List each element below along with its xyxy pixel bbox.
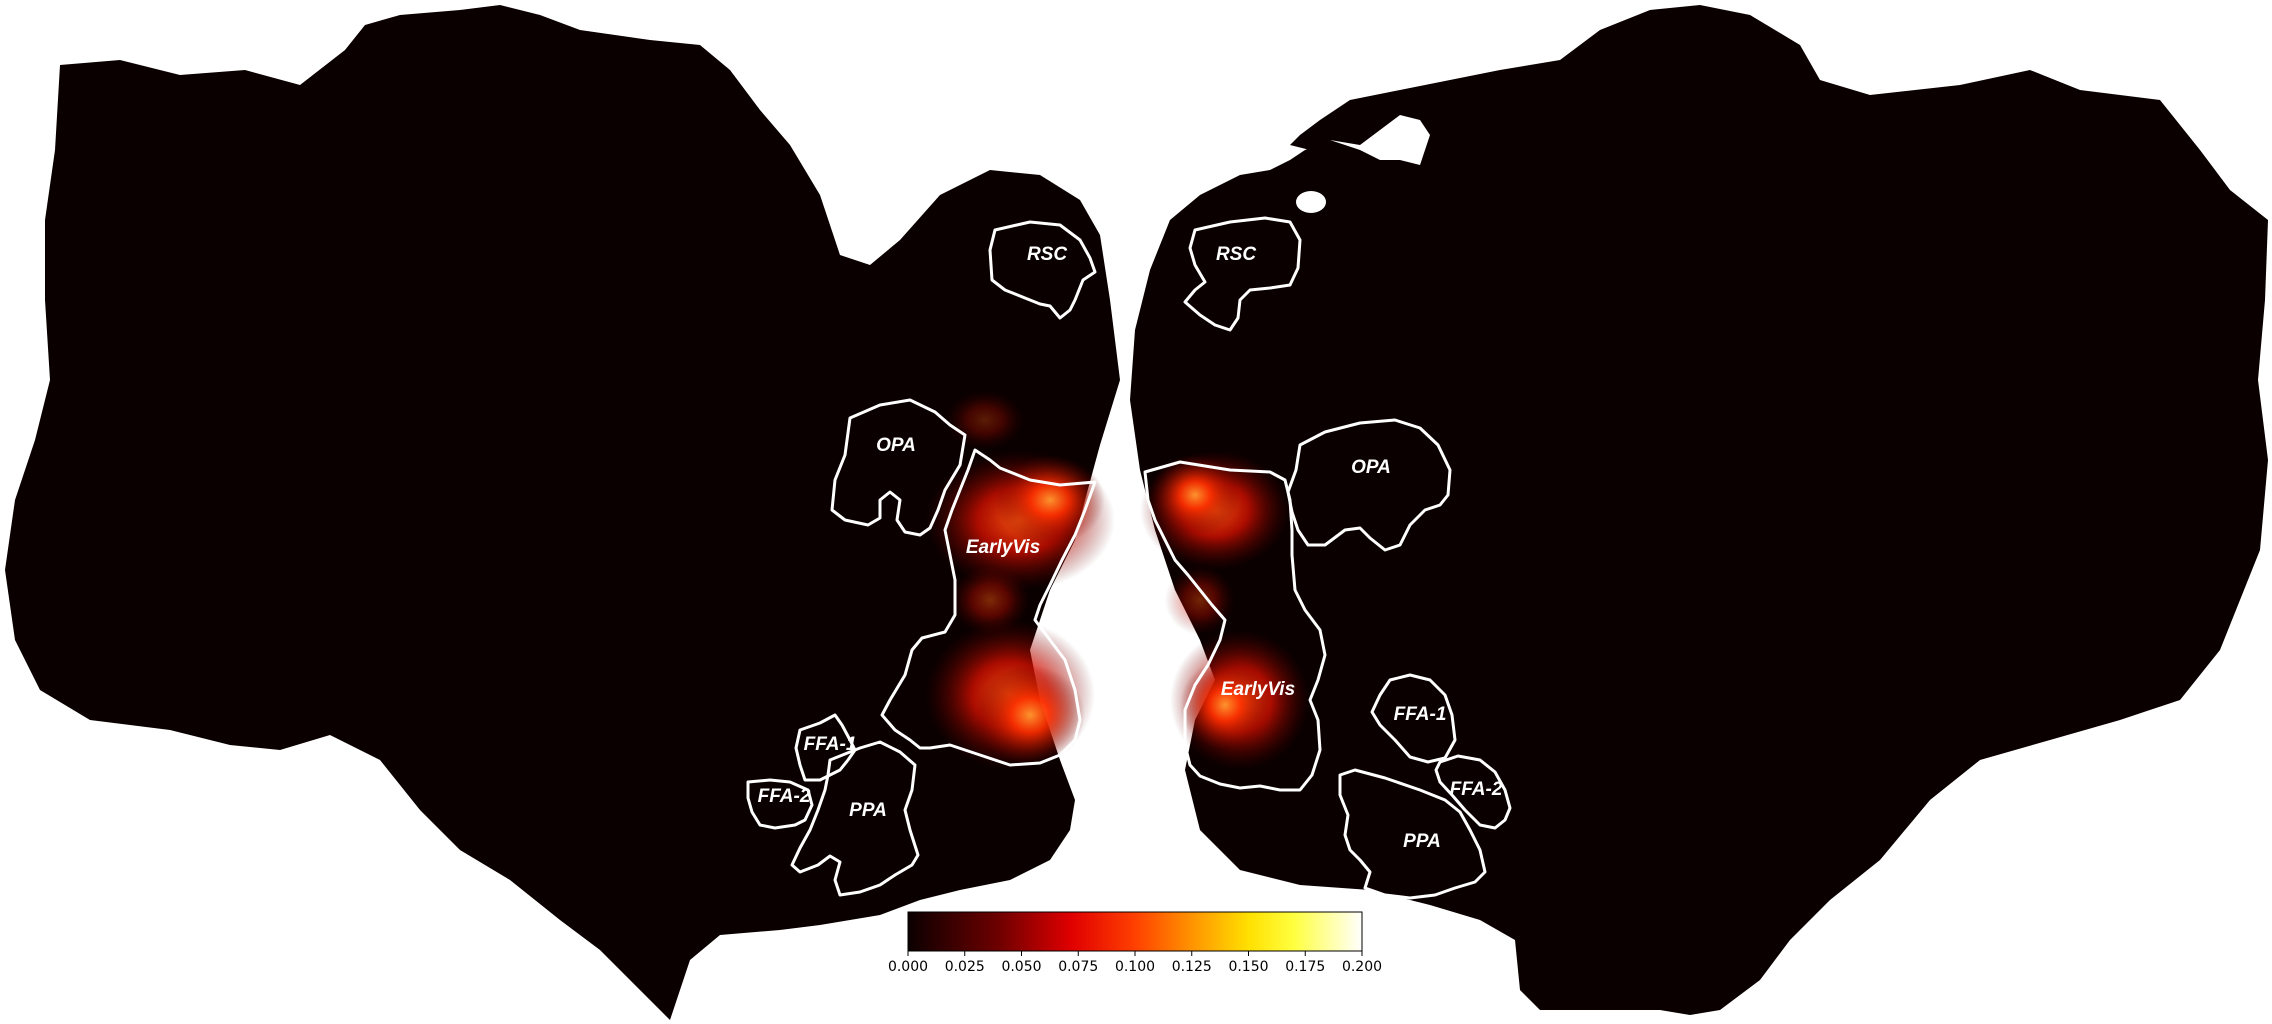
colorbar-tick-label: 0.175 [1285,959,1325,975]
surface-cut [1296,191,1326,213]
left-roi-outlines [746,220,1097,897]
right-earlyvis-outline [1143,460,1327,792]
right-rsc-label: RSC [1216,244,1256,265]
left-roi-labels: RSC OPA EarlyVis FFA-1 FFA-2 PPA [758,244,1068,821]
right-opa-outline [1286,418,1452,552]
left-earlyvis-label: EarlyVis [966,537,1040,558]
left-opa-outline [830,398,967,537]
left-rsc-outline [988,220,1097,320]
colorbar-tick-label: 0.075 [1058,959,1098,975]
right-rsc-outline [1183,216,1302,332]
left-opa-label: OPA [876,435,916,456]
right-ppa-outline [1338,768,1487,900]
right-ffa2-outline [1434,754,1512,830]
colorbar-tick-label: 0.025 [945,959,985,975]
right-roi-outlines [1143,216,1512,900]
colorbar-tick-label: 0.150 [1228,959,1268,975]
colorbar-tick-label: 0.050 [1001,959,1041,975]
left-ffa1-label: FFA-1 [804,734,857,755]
left-ppa-outline [790,740,920,897]
right-hemisphere-surface [1130,5,2268,1015]
right-ppa-label: PPA [1403,831,1441,852]
left-ppa-label: PPA [849,800,887,821]
colorbar: 0.000 0.025 0.050 0.075 0.100 0.125 0.150 0.175… [888,911,1382,975]
left-hemisphere [5,5,1120,1020]
left-ffa2-outline [746,778,814,830]
colorbar-tick-label: 0.100 [1115,959,1155,975]
colorbar-tick-label: 0.125 [1172,959,1212,975]
right-ffa1-outline [1370,673,1457,764]
right-roi-labels: RSC OPA EarlyVis FFA-1 FFA-2 PPA [1216,244,1503,852]
right-opa-label: OPA [1351,457,1391,478]
left-ffa2-label: FFA-2 [758,786,811,807]
right-earlyvis-label: EarlyVis [1221,679,1295,700]
colorbar-gradient [907,911,1363,952]
left-rsc-label: RSC [1027,244,1067,265]
right-activation [1140,450,1310,770]
colorbar-tick-label: 0.000 [888,959,928,975]
left-earlyvis-outline [880,448,1097,767]
right-hemisphere [1130,5,2268,1015]
right-ffa1-label: FFA-1 [1394,704,1447,725]
colorbar-ticks: 0.000 0.025 0.050 0.075 0.100 0.125 0.150 0.175… [888,951,1382,975]
colorbar-tick-label: 0.200 [1342,959,1382,975]
left-ffa1-outline [794,713,857,782]
right-ffa2-label: FFA-2 [1450,779,1503,800]
